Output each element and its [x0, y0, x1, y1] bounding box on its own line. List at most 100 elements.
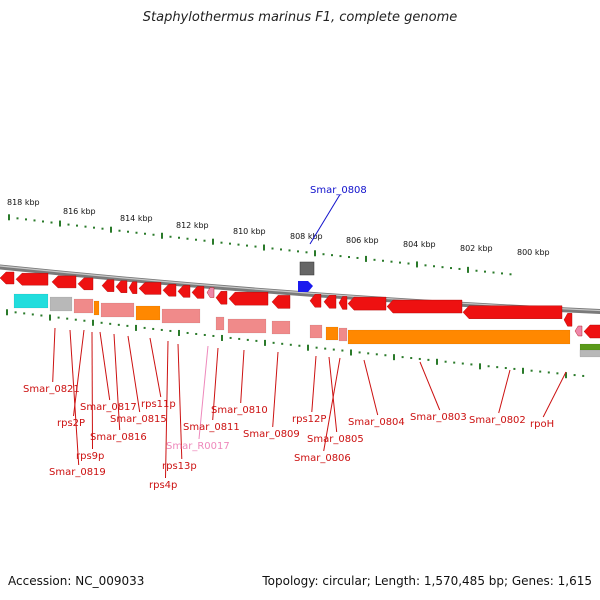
scale-tick: [382, 259, 384, 262]
scale-tick: [307, 344, 309, 351]
scale-tick: [582, 374, 585, 377]
leader-line: [363, 359, 379, 416]
gene-arrow[interactable]: [177, 285, 191, 298]
scale-tick: [315, 346, 318, 349]
scale-tick: [186, 237, 189, 240]
scale-tick: [220, 241, 223, 244]
gene-arrow[interactable]: [583, 324, 600, 339]
gene-label-smar-0809[interactable]: Smar_0809: [243, 429, 300, 440]
gene-arrow[interactable]: [162, 284, 177, 297]
cog-block: [579, 349, 600, 358]
gene-label-smar-0811[interactable]: Smar_0811: [183, 422, 240, 433]
gene-label-rps4p[interactable]: rps4p: [149, 480, 177, 491]
gene-label-smar-0815[interactable]: Smar_0815: [110, 414, 167, 425]
gene-arrow[interactable]: [323, 295, 337, 309]
gene-label-smar-0804[interactable]: Smar_0804: [348, 417, 405, 428]
scale-tick: [50, 221, 53, 224]
gene-arrow[interactable]: [51, 275, 77, 289]
gene-label-smar-0805[interactable]: Smar_0805: [307, 434, 364, 445]
gene-label-smar-0802[interactable]: Smar_0802: [469, 415, 526, 426]
gene-label-smar-r0017[interactable]: Smar_R0017: [166, 441, 230, 452]
gene-label-smar-0821[interactable]: Smar_0821: [23, 384, 80, 395]
cog-block: [347, 329, 571, 345]
gene-arrow[interactable]: [215, 291, 228, 305]
scale-label: 814 kbp: [120, 214, 153, 223]
scale-tick: [8, 214, 10, 221]
scale-tick: [212, 334, 215, 337]
gene-arrow[interactable]: [228, 291, 269, 306]
gene-label-smar-0810[interactable]: Smar_0810: [211, 405, 268, 416]
gene-arrow[interactable]: [271, 295, 291, 309]
scale-tick: [237, 243, 240, 246]
gene-arrow[interactable]: [191, 286, 205, 299]
gene-label-smar-0806[interactable]: Smar_0806: [294, 453, 351, 464]
gene-arrow[interactable]: [101, 279, 115, 292]
gene-label-rpoh[interactable]: rpoH: [530, 419, 554, 430]
cog-row-forward: [13, 293, 600, 358]
gene-arrow[interactable]: [309, 294, 322, 308]
rna-arrow[interactable]: [574, 325, 583, 337]
leader-line: [212, 347, 219, 421]
smar-0808-arrow[interactable]: [298, 281, 313, 292]
gene-label-rps2p[interactable]: rps2P: [57, 418, 85, 429]
gene-arrow[interactable]: [563, 313, 573, 327]
scale-tick: [441, 266, 444, 269]
scale-label: 804 kbp: [403, 240, 436, 249]
gene-label-rps11p[interactable]: rps11p: [141, 399, 176, 410]
scale-tick: [203, 333, 206, 336]
gene-label-rps13p[interactable]: rps13p: [162, 461, 197, 472]
scale-tick: [186, 331, 189, 334]
scale-tick: [263, 244, 265, 251]
scale-tick: [504, 367, 507, 370]
gene-arrow[interactable]: [77, 277, 94, 291]
leader-line: [498, 369, 511, 414]
gene-arrow[interactable]: [347, 296, 387, 311]
gene-arrow[interactable]: [0, 271, 15, 285]
scale-tick: [375, 353, 378, 356]
scale-tick: [322, 253, 325, 256]
scale-tick: [479, 363, 481, 370]
scale-tick: [427, 358, 430, 361]
scale-tick: [195, 332, 198, 335]
leader-line: [272, 351, 279, 428]
rna-arrow[interactable]: [206, 287, 215, 298]
gene-label-rps9p[interactable]: rps9p: [76, 451, 104, 462]
cog-block: [73, 298, 94, 314]
scale-tick: [436, 358, 438, 365]
gene-label-smar-0808[interactable]: Smar_0808: [310, 185, 367, 196]
scale-tick: [509, 273, 512, 276]
gene-label-smar-0819[interactable]: Smar_0819: [49, 467, 106, 478]
gene-arrow[interactable]: [338, 296, 348, 310]
scale-tick: [169, 329, 172, 332]
scale-tick: [350, 349, 352, 356]
cog-block: [49, 296, 73, 312]
scale-tick: [100, 321, 103, 324]
gene-arrow[interactable]: [15, 273, 49, 286]
gene-arrow[interactable]: [128, 281, 138, 294]
gene-label-rps12p[interactable]: rps12P: [292, 414, 326, 425]
scale-label: 808 kbp: [290, 232, 323, 241]
scale-tick: [314, 250, 316, 257]
scale-tick: [23, 312, 26, 315]
gene-arrow[interactable]: [386, 299, 463, 314]
scale-labels: 818 kbp 816 kbp 814 kbp 812 kbp 810 kbp 808 k…: [7, 198, 550, 257]
cog-block: [271, 320, 291, 335]
gene-arrow[interactable]: [462, 305, 563, 319]
gene-label-smar-0817[interactable]: Smar_0817: [80, 402, 137, 413]
scale-tick: [161, 232, 163, 239]
smar-0808-marker[interactable]: [299, 261, 315, 276]
scale-tick: [160, 328, 163, 331]
map-title: Staphylothermus marinus F1, complete gen…: [142, 10, 458, 25]
gene-arrow[interactable]: [115, 280, 128, 293]
scale-tick: [332, 348, 335, 351]
scale-label: 810 kbp: [233, 227, 266, 236]
gene-label-smar-0803[interactable]: Smar_0803: [410, 412, 467, 423]
scale-tick: [501, 272, 503, 275]
tick-row-upper: [8, 214, 512, 276]
gene-arrow[interactable]: [138, 282, 162, 295]
gene-label-smar-0816[interactable]: Smar_0816: [90, 432, 147, 443]
scale-tick: [410, 357, 413, 360]
scale-tick: [144, 232, 146, 235]
scale-tick: [6, 309, 8, 316]
scale-tick: [475, 269, 478, 272]
